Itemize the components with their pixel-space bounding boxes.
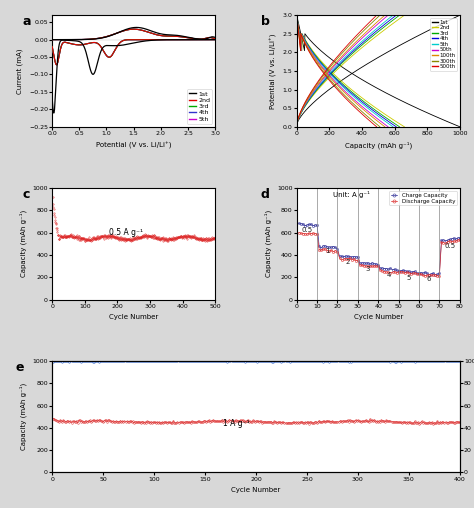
Discharge Capacity (437, 273, 442, 279)
Discharge Capacity (296, 230, 301, 236)
Discharge Capacity (457, 237, 463, 243)
Charge Capacity (394, 267, 400, 273)
Legend: 1st, 2nd, 3rd, 4th, 5th, 50th, 100th, 300th, 500th: 1st, 2nd, 3rd, 4th, 5th, 50th, 100th, 30… (430, 18, 457, 71)
X-axis label: Cycle Number: Cycle Number (354, 314, 403, 321)
Discharge Capacity (367, 263, 373, 269)
Discharge Capacity (400, 269, 406, 275)
Text: 4: 4 (386, 272, 391, 278)
Text: 5: 5 (407, 274, 411, 280)
X-axis label: Capacity (mAh g⁻¹): Capacity (mAh g⁻¹) (345, 141, 412, 149)
Y-axis label: Capacity (mAh g⁻¹): Capacity (mAh g⁻¹) (19, 210, 27, 277)
Legend: Charge Capacity, Discharge Capacity: Charge Capacity, Discharge Capacity (389, 191, 457, 205)
Line: Discharge Capacity: Discharge Capacity (298, 232, 461, 277)
Text: 0.5: 0.5 (301, 227, 312, 233)
Text: 2: 2 (346, 260, 350, 266)
Y-axis label: Current (mA): Current (mA) (17, 48, 23, 94)
Discharge Capacity (406, 270, 411, 276)
X-axis label: Cycle Number: Cycle Number (109, 314, 158, 321)
Charge Capacity (367, 261, 373, 267)
Text: b: b (261, 15, 270, 28)
Text: 0.5: 0.5 (444, 243, 455, 249)
Charge Capacity (432, 272, 438, 278)
Discharge Capacity (441, 239, 447, 245)
Charge Capacity (441, 237, 447, 243)
Text: 1 A g⁻¹: 1 A g⁻¹ (223, 419, 250, 428)
Y-axis label: Capacity (mAh g⁻¹): Capacity (mAh g⁻¹) (19, 383, 27, 450)
Text: d: d (261, 188, 270, 201)
Discharge Capacity (394, 270, 400, 276)
X-axis label: Potential (V vs. Li/Li⁺): Potential (V vs. Li/Li⁺) (96, 141, 172, 149)
Y-axis label: Potential (V vs. Li/Li⁺): Potential (V vs. Li/Li⁺) (270, 33, 277, 109)
Charge Capacity (406, 268, 411, 274)
Text: 3: 3 (366, 266, 370, 272)
Charge Capacity (392, 266, 397, 272)
Y-axis label: Capacity (mAh g⁻¹): Capacity (mAh g⁻¹) (264, 210, 272, 277)
Charge Capacity (400, 267, 406, 273)
Charge Capacity (296, 220, 301, 227)
Line: Charge Capacity: Charge Capacity (298, 222, 461, 276)
X-axis label: Cycle Number: Cycle Number (231, 487, 281, 493)
Legend: 1st, 2nd, 3rd, 4th, 5th: 1st, 2nd, 3rd, 4th, 5th (187, 89, 212, 123)
Text: a: a (23, 15, 31, 28)
Text: 1: 1 (325, 248, 329, 255)
Text: e: e (16, 361, 24, 374)
Charge Capacity (457, 235, 463, 241)
Text: 6: 6 (427, 276, 431, 282)
Text: 0.5 A g⁻¹: 0.5 A g⁻¹ (109, 228, 143, 237)
Discharge Capacity (392, 269, 397, 275)
Text: c: c (23, 188, 30, 201)
Text: Unit: A g⁻¹: Unit: A g⁻¹ (333, 192, 369, 199)
